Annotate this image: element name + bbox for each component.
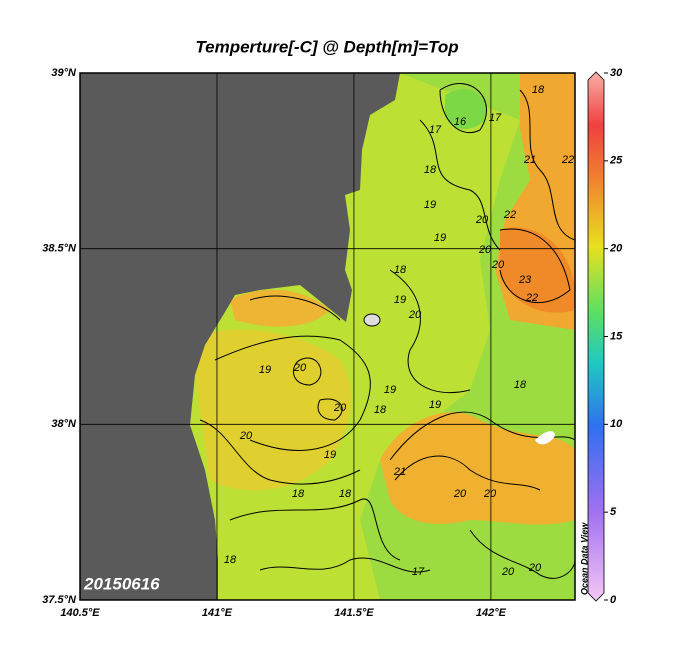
y-tick-label: 39°N bbox=[51, 67, 77, 79]
contour-label: 19 bbox=[384, 384, 396, 396]
contour-label: 20 bbox=[528, 562, 542, 574]
contour-label: 18 bbox=[394, 264, 407, 276]
contour-label: 19 bbox=[394, 294, 406, 306]
coastal-warm bbox=[190, 329, 351, 491]
contour-label: 18 bbox=[532, 84, 545, 96]
contour-label: 22 bbox=[525, 292, 538, 304]
contour-label: 19 bbox=[424, 199, 436, 211]
contour-label: 19 bbox=[429, 399, 441, 411]
contour-label: 18 bbox=[224, 554, 237, 566]
y-tick-label: 38.5°N bbox=[42, 243, 77, 255]
contour-label: 20 bbox=[475, 214, 489, 226]
contour-label: 20 bbox=[501, 566, 515, 578]
y-tick-label: 37.5°N bbox=[42, 594, 77, 606]
contour-label: 20 bbox=[453, 488, 467, 500]
colorbar-tick-label: 20 bbox=[609, 243, 623, 255]
contour-label: 19 bbox=[324, 449, 336, 461]
no-data bbox=[535, 431, 555, 445]
contour-label: 21 bbox=[523, 154, 536, 166]
contour-label: 21 bbox=[393, 466, 406, 478]
contour-label: 18 bbox=[374, 404, 387, 416]
contour-label: 18 bbox=[424, 164, 437, 176]
contour-label: 17 bbox=[412, 566, 425, 578]
contour-label: 20 bbox=[408, 309, 422, 321]
colorbar-tick-label: 5 bbox=[610, 506, 617, 518]
contour-label: 19 bbox=[259, 364, 271, 376]
colorbar bbox=[587, 71, 605, 602]
colorbar-tick-label: 0 bbox=[610, 594, 617, 606]
colorbar-tick-label: 25 bbox=[609, 155, 623, 167]
colorbar-tick-label: 15 bbox=[610, 330, 623, 342]
map-title: Temperture[-C] @ Depth[m]=Top bbox=[195, 37, 458, 56]
contour-label: 20 bbox=[483, 488, 497, 500]
contour-label: 18 bbox=[292, 488, 305, 500]
warm-water bbox=[380, 412, 575, 525]
x-tick-label: 140.5°E bbox=[60, 607, 100, 619]
contour-label: 18 bbox=[514, 379, 527, 391]
contour-label: 23 bbox=[518, 274, 532, 286]
contour-label: 20 bbox=[491, 259, 505, 271]
contours bbox=[199, 83, 575, 579]
contour-label: 20 bbox=[293, 362, 307, 374]
contour-label: 17 bbox=[489, 112, 502, 124]
date-label: 20150616 bbox=[83, 574, 160, 593]
contour-label: 16 bbox=[454, 116, 467, 128]
x-tick-label: 141.5°E bbox=[334, 607, 374, 619]
watermark: Ocean Data View bbox=[579, 522, 589, 595]
contour-label: 22 bbox=[503, 209, 516, 221]
contour-label: 18 bbox=[339, 488, 352, 500]
island bbox=[363, 313, 381, 327]
contour-label: 17 bbox=[429, 124, 442, 136]
contour-label: 20 bbox=[478, 244, 492, 256]
x-tick-label: 142°E bbox=[476, 607, 507, 619]
cool-eddy bbox=[445, 89, 486, 130]
contour-label: 19 bbox=[434, 232, 446, 244]
y-tick-label: 38°N bbox=[51, 418, 77, 430]
map-field bbox=[80, 73, 575, 600]
colorbar-tick-label: 30 bbox=[610, 67, 623, 79]
contour-label: 22 bbox=[561, 154, 574, 166]
land bbox=[80, 73, 400, 600]
colorbar-tick-label: 10 bbox=[610, 418, 623, 430]
x-tick-label: 141°E bbox=[202, 607, 233, 619]
contour-label: 20 bbox=[333, 402, 347, 414]
contour-label: 20 bbox=[239, 430, 253, 442]
